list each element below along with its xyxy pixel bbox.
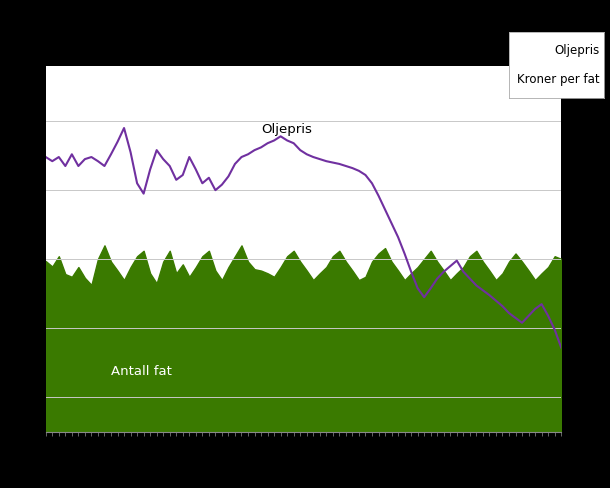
Text: Oljepris: Oljepris bbox=[554, 43, 599, 57]
Text: Kroner per fat: Kroner per fat bbox=[517, 73, 599, 86]
Text: Antall fat: Antall fat bbox=[111, 365, 172, 378]
Text: Oljepris: Oljepris bbox=[261, 123, 312, 136]
